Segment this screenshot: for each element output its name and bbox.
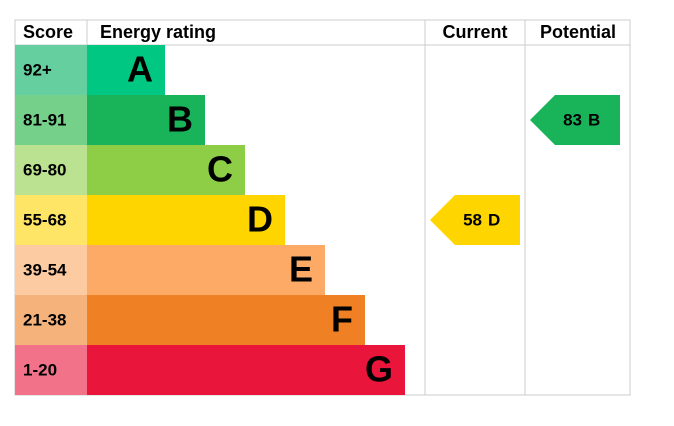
- header-current: Current: [442, 22, 507, 42]
- current-letter: D: [488, 210, 500, 229]
- score-cell: [15, 245, 87, 295]
- header-rating: Energy rating: [100, 22, 216, 42]
- rating-letter: F: [331, 299, 353, 340]
- rating-letter: D: [247, 199, 273, 240]
- rating-letter: C: [207, 149, 233, 190]
- rating-letter: A: [127, 49, 153, 90]
- rating-bar: [87, 295, 365, 345]
- potential-letter: B: [588, 110, 600, 129]
- rating-letter: E: [289, 249, 313, 290]
- score-label: 39-54: [23, 260, 67, 279]
- score-label: 1-20: [23, 360, 57, 379]
- score-label: 92+: [23, 60, 52, 79]
- score-label: 21-38: [23, 310, 66, 329]
- potential-arrow: [530, 95, 620, 145]
- rating-bar: [87, 195, 285, 245]
- score-cell: [15, 45, 87, 95]
- score-cell: [15, 345, 87, 395]
- score-label: 69-80: [23, 160, 66, 179]
- current-value: 58: [463, 210, 482, 229]
- rating-bar: [87, 45, 165, 95]
- header-score: Score: [23, 22, 73, 42]
- score-label: 55-68: [23, 210, 66, 229]
- rating-bar: [87, 345, 405, 395]
- rating-bar: [87, 145, 245, 195]
- rating-letter: G: [365, 349, 393, 390]
- rating-bar: [87, 95, 205, 145]
- current-arrow: [430, 195, 520, 245]
- rating-letter: B: [167, 99, 193, 140]
- score-label: 81-91: [23, 110, 66, 129]
- rating-bar: [87, 245, 325, 295]
- score-cell: [15, 145, 87, 195]
- score-cell: [15, 195, 87, 245]
- potential-value: 83: [563, 110, 582, 129]
- header-potential: Potential: [540, 22, 616, 42]
- score-cell: [15, 295, 87, 345]
- score-cell: [15, 95, 87, 145]
